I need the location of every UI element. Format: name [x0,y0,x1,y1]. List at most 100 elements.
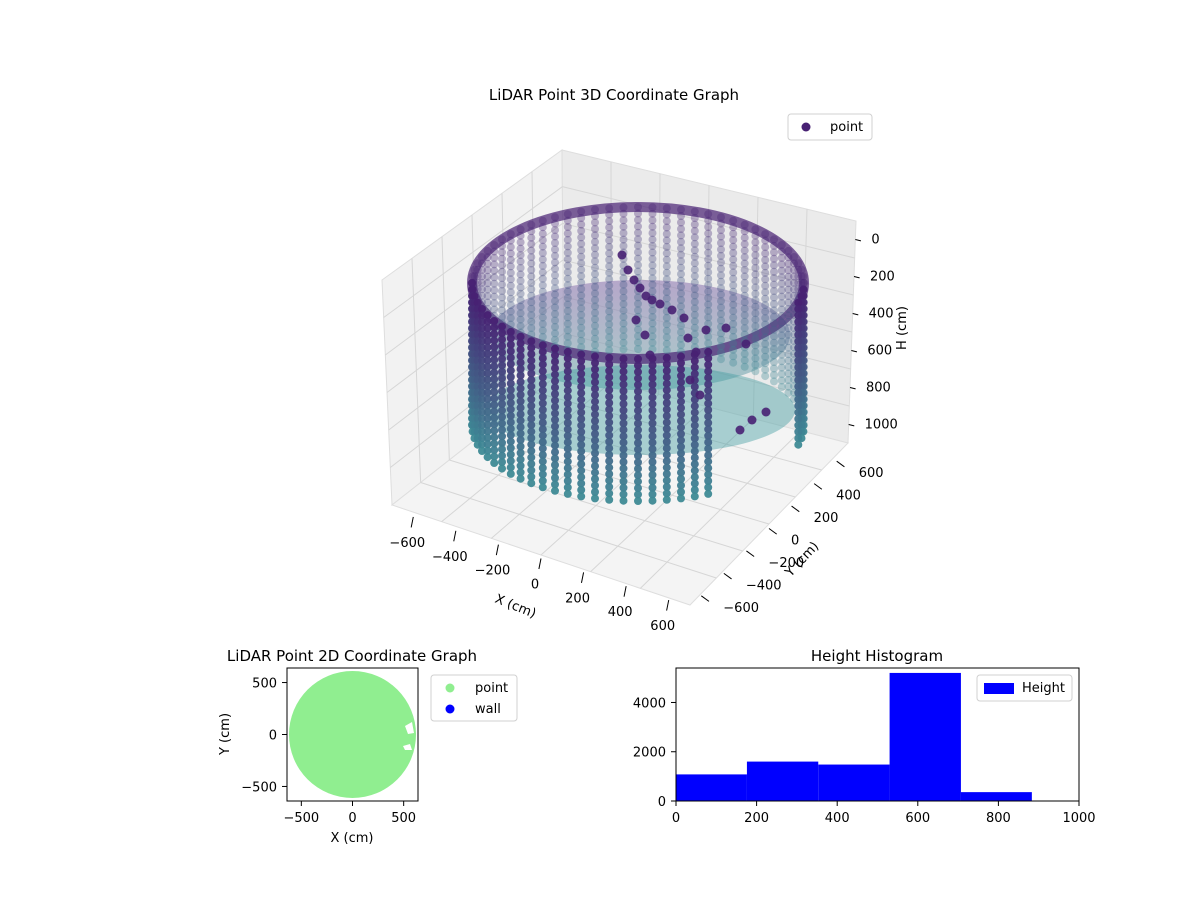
point-3d [591,384,599,393]
point-3d [498,464,506,473]
histogram-x-tick-label: 600 [905,811,930,826]
point-3d [690,356,699,365]
point-3d [498,374,506,383]
point-3d [690,233,699,242]
point-3d [704,354,713,363]
point-3d [740,272,749,281]
point-3d [794,434,803,443]
point-3d [591,358,599,367]
point-3d [690,336,699,345]
point-3d [729,268,738,277]
point-3d [619,361,628,370]
point-3d [498,342,506,350]
point-3d [662,353,671,362]
point-3d [527,253,536,262]
point-3d [751,270,760,279]
3d-z-tick-mark [848,424,855,427]
point-3d [527,453,536,462]
point-3d [591,283,599,291]
point-3d [483,349,492,358]
point-3d [784,337,793,346]
point-3d [677,391,685,400]
point-3d [662,431,671,440]
point-3d [704,223,713,231]
3d-x-axis-label: X (cm) [493,592,538,622]
point-3d [677,462,685,471]
point-3d [498,400,506,408]
point-3d-cluster [679,313,689,323]
point-3d [662,457,671,466]
point-3d [538,457,547,466]
point-3d [527,401,536,410]
point-3d [591,429,599,438]
point-3d [490,273,499,282]
point-3d [770,274,778,283]
point-3d [619,209,628,218]
point-3d [527,421,536,430]
point-3d [551,329,559,338]
point-3d [717,213,725,222]
point-3d [784,292,793,301]
point-3d [605,431,614,440]
point-3d [770,358,778,366]
point-3d [483,388,492,397]
point-3d [490,247,499,256]
point-3d [577,363,586,372]
point-3d [704,470,713,479]
point-3d [794,401,803,410]
point-3d [704,444,713,453]
point-3d [619,354,628,363]
point-3d [751,354,760,363]
point-3d [717,303,725,312]
point-3d [761,339,770,348]
3d-legend-marker-point [801,122,811,132]
point-3d [761,288,770,297]
3d-z-tick-mark [855,239,862,242]
point-3d [478,253,486,261]
point-3d [577,376,586,385]
point-3d [506,327,515,336]
point-3d [648,319,657,328]
point-3d [662,262,671,271]
point-3d [563,399,572,408]
point-3d [770,319,778,328]
point-3d [704,274,713,283]
chart-2d: LiDAR Point 2D Coordinate Graph −500 0 500… [218,647,518,846]
point-3d [506,288,515,297]
point-3d [677,321,685,330]
point-3d [784,259,793,268]
point-3d [563,451,572,460]
point-3d [634,374,642,383]
point-3d [797,265,806,274]
point-3d [605,470,614,478]
point-3d [648,464,657,473]
point-3d [563,386,572,395]
point-3d [648,393,657,402]
point-3d [717,348,725,357]
point-3d [470,265,479,274]
point-3d [704,457,713,466]
point-3d [527,227,536,236]
point-3d [551,454,559,463]
point-3d [784,298,793,307]
point-3d [634,361,642,370]
histogram-plot-frame [675,667,1080,802]
point-3d [717,277,725,286]
point-3d [527,246,536,255]
point-3d [704,399,713,408]
point-3d [729,242,738,251]
3d-z-tick-label: 1000 [865,418,898,433]
point-3d [483,395,492,403]
2d-x-tick-label: 0 [348,811,356,826]
point-3d [490,381,499,390]
point-3d [605,307,614,316]
point-3d [483,356,492,365]
histogram-x-tick-label: 0 [672,811,680,826]
point-3d [563,470,572,479]
point-3d [704,477,713,485]
point-3d [794,421,803,430]
point-3d [690,369,699,378]
point-3d [648,425,657,434]
point-3d [483,330,492,339]
histogram-y-tick-label: 4000 [633,696,666,711]
